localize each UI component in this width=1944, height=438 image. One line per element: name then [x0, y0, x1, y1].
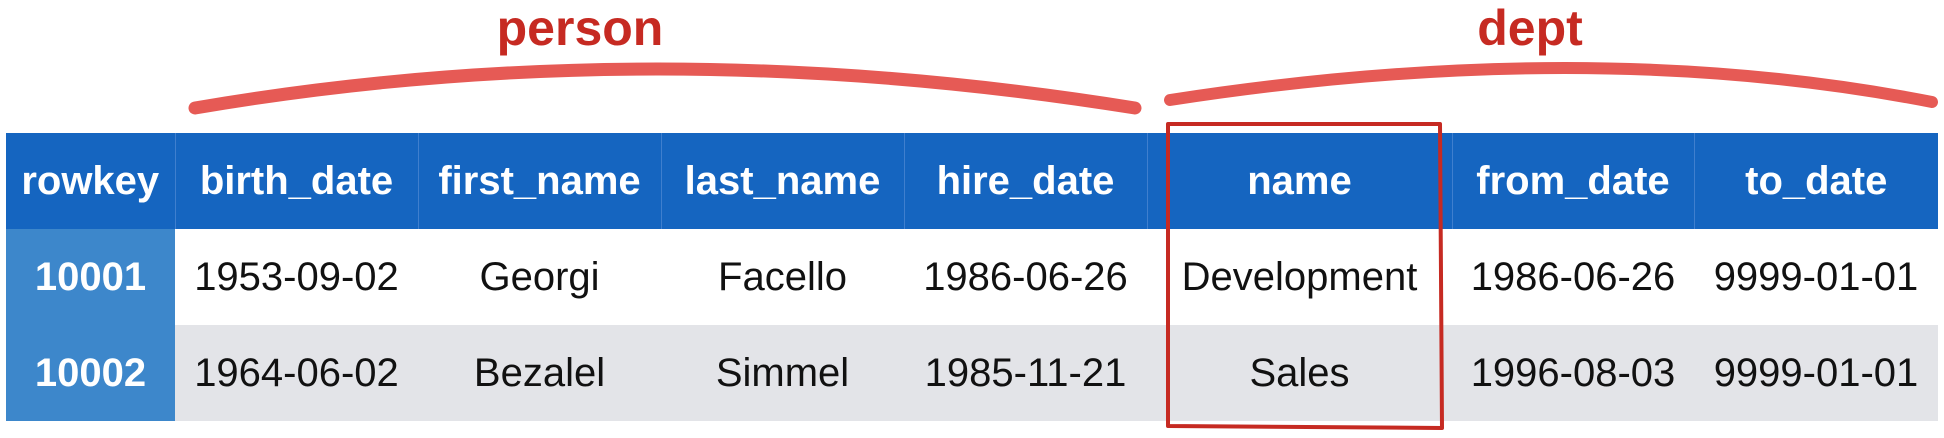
- table-cell: 1986-06-26: [904, 229, 1147, 325]
- table-cell: 1996-08-03: [1452, 325, 1694, 421]
- table-cell: 1986-06-26: [1452, 229, 1694, 325]
- table-cell: 9999-01-01: [1694, 229, 1938, 325]
- col-header-first-name: first_name: [418, 133, 662, 229]
- table-cell: Development: [1147, 229, 1452, 325]
- table-row: 10001 1953-09-02 Georgi Facello 1986-06-…: [6, 229, 1938, 325]
- col-header-last-name: last_name: [661, 133, 905, 229]
- group-brackets: [188, 62, 1938, 115]
- table-cell: 9999-01-01: [1694, 325, 1938, 421]
- data-table: rowkey birth_date first_name last_name h…: [6, 133, 1938, 421]
- table-cell: Bezalel: [418, 325, 661, 421]
- col-header-hire-date: hire_date: [904, 133, 1148, 229]
- table-cell: 1985-11-21: [904, 325, 1147, 421]
- col-header-name: name: [1147, 133, 1453, 229]
- group-label-person: person: [496, 0, 664, 56]
- col-header-rowkey: rowkey: [6, 133, 176, 229]
- table-cell: Facello: [661, 229, 904, 325]
- group-label-dept: dept: [1477, 0, 1583, 56]
- col-header-to-date: to_date: [1694, 133, 1938, 229]
- table-row: 10002 1964-06-02 Bezalel Simmel 1985-11-…: [6, 325, 1938, 421]
- col-header-birth-date: birth_date: [175, 133, 419, 229]
- rowkey-cell: 10001: [6, 229, 175, 325]
- table-cell: Simmel: [661, 325, 904, 421]
- table-cell: Sales: [1147, 325, 1452, 421]
- table-cell: 1953-09-02: [175, 229, 418, 325]
- rowkey-cell: 10002: [6, 325, 175, 421]
- col-header-from-date: from_date: [1452, 133, 1695, 229]
- person-bracket-arc: [188, 62, 1142, 115]
- table-cell: Georgi: [418, 229, 661, 325]
- dept-bracket-arc: [1164, 62, 1938, 108]
- table-cell: 1964-06-02: [175, 325, 418, 421]
- header-row: rowkey birth_date first_name last_name h…: [6, 133, 1938, 229]
